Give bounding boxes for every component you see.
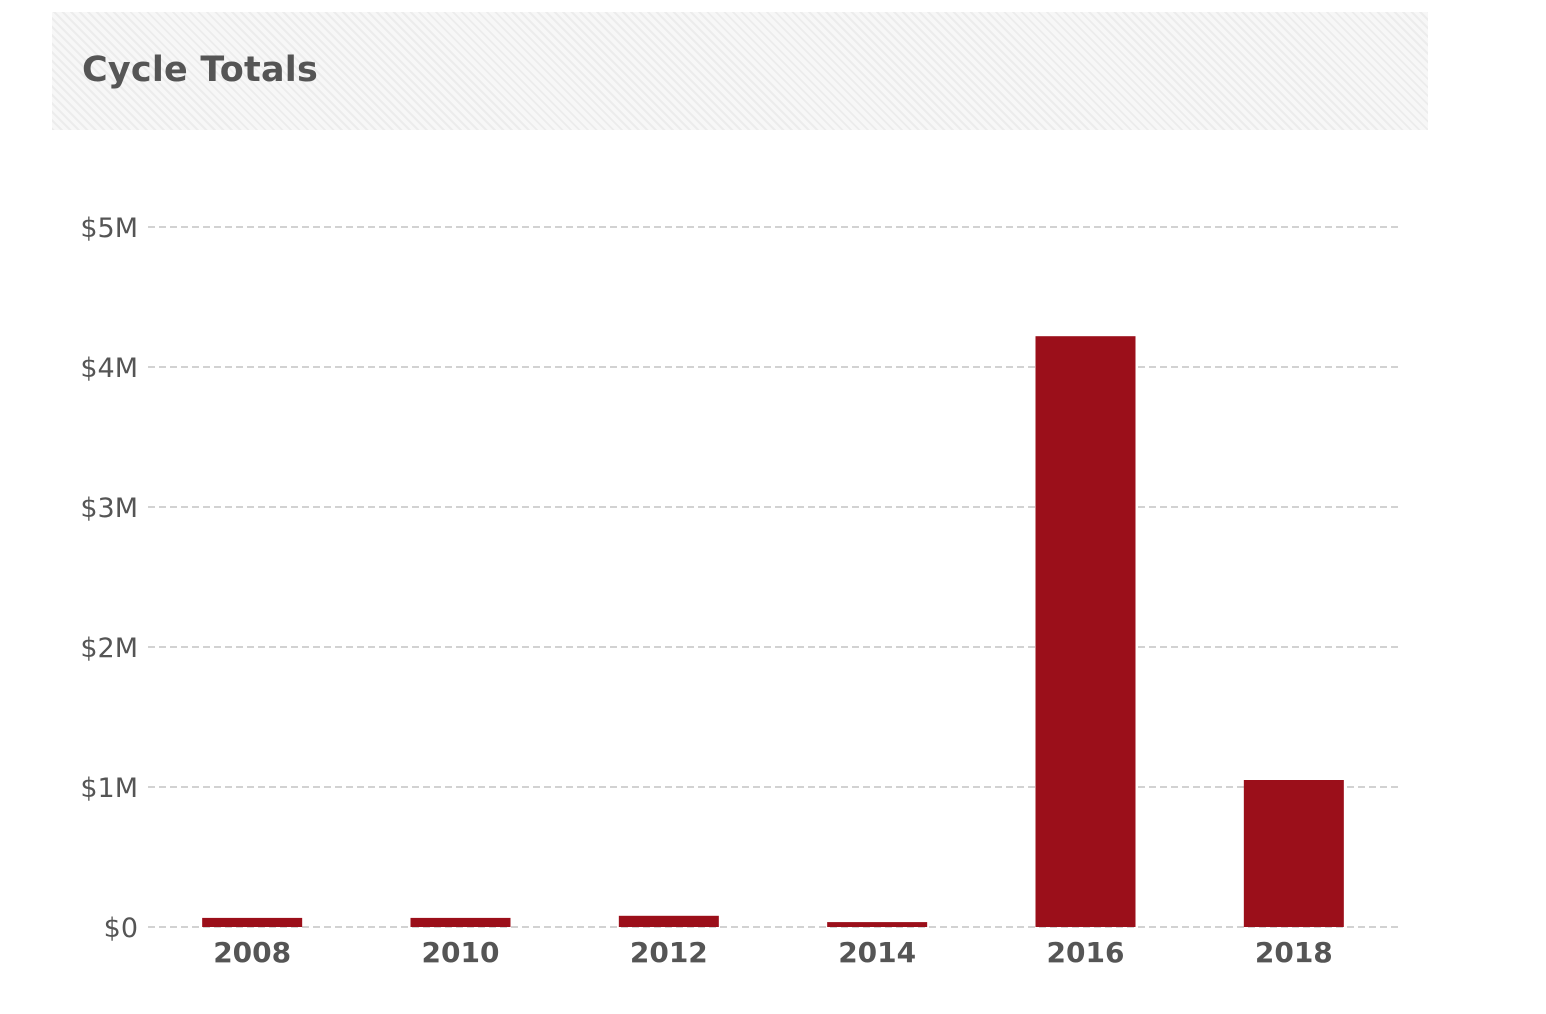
x-tick-label: 2016 bbox=[1047, 936, 1125, 969]
y-tick-label: $3M bbox=[80, 493, 138, 524]
panel-title: Cycle Totals bbox=[82, 50, 319, 90]
x-axis-ticks: 2008 2010 2012 2014 2016 2018 bbox=[213, 936, 1333, 969]
bar-2010[interactable] bbox=[410, 917, 511, 927]
y-tick-label: $1M bbox=[80, 773, 138, 804]
bar-2008[interactable] bbox=[202, 917, 303, 927]
bar-2018[interactable] bbox=[1243, 780, 1344, 927]
y-tick-label: $5M bbox=[80, 213, 138, 244]
x-tick-label: 2014 bbox=[838, 936, 916, 969]
y-axis-ticks: $0 $1M $2M $3M $4M $5M bbox=[80, 213, 138, 944]
bars bbox=[202, 336, 1344, 927]
y-tick-label: $2M bbox=[80, 633, 138, 664]
x-tick-label: 2010 bbox=[422, 936, 500, 969]
y-tick-label: $4M bbox=[80, 353, 138, 384]
x-tick-label: 2008 bbox=[213, 936, 291, 969]
bar-2012[interactable] bbox=[618, 915, 719, 927]
bar-2016[interactable] bbox=[1035, 336, 1136, 927]
x-tick-label: 2018 bbox=[1255, 936, 1333, 969]
y-tick-label: $0 bbox=[104, 913, 138, 944]
x-tick-label: 2012 bbox=[630, 936, 708, 969]
gridlines bbox=[148, 226, 1398, 928]
panel-header: Cycle Totals bbox=[52, 12, 1428, 130]
bar-2014[interactable] bbox=[827, 922, 928, 927]
